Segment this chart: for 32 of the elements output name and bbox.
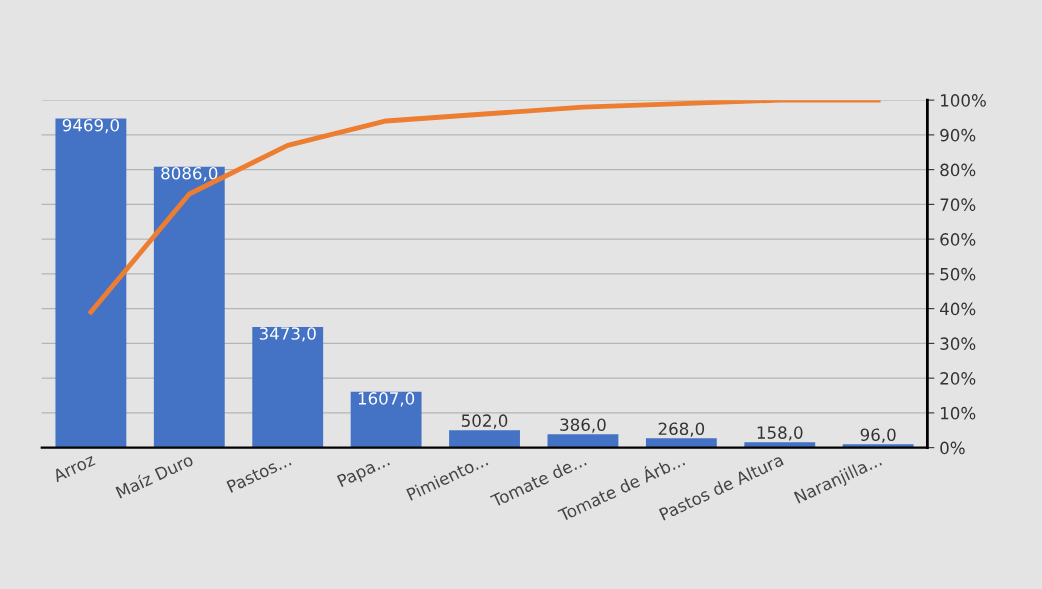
bar bbox=[449, 430, 520, 448]
x-tick-label: Papa... bbox=[336, 453, 392, 491]
x-tick-label: Arroz bbox=[51, 453, 96, 483]
y-tick-label: 50% bbox=[940, 267, 976, 281]
y-tick-label: 80% bbox=[940, 163, 976, 177]
y-tick-label: 60% bbox=[940, 233, 976, 246]
y-tick-label: 90% bbox=[940, 128, 976, 142]
y-tick-label: 20% bbox=[940, 372, 976, 385]
bar bbox=[547, 434, 619, 448]
y-tick-label: 40% bbox=[940, 302, 976, 316]
bar bbox=[252, 326, 324, 448]
data-label: 158,0 bbox=[757, 426, 803, 441]
y-tick-label: 0% bbox=[940, 441, 965, 455]
y-tick-label: 70% bbox=[940, 198, 976, 211]
bar bbox=[153, 166, 225, 448]
data-label: 502,0 bbox=[461, 414, 508, 429]
x-tick-label: Maíz Duro bbox=[114, 452, 194, 499]
y-tick-label: 30% bbox=[940, 337, 976, 350]
bar bbox=[744, 442, 816, 448]
y-tick-label: 100% bbox=[941, 94, 986, 107]
data-label: 96,0 bbox=[860, 428, 896, 443]
bar bbox=[350, 391, 422, 448]
data-label: 268,0 bbox=[658, 422, 705, 437]
bar bbox=[645, 438, 717, 448]
data-label: 386,0 bbox=[560, 418, 606, 433]
bar bbox=[55, 118, 127, 448]
bar bbox=[842, 444, 914, 448]
data-label: 9469,0 bbox=[62, 118, 119, 134]
data-label: 1607,0 bbox=[358, 392, 415, 407]
y-tick-label: 10% bbox=[941, 406, 976, 420]
data-label: 3473,0 bbox=[259, 327, 316, 342]
data-label: 8086,0 bbox=[161, 166, 218, 182]
